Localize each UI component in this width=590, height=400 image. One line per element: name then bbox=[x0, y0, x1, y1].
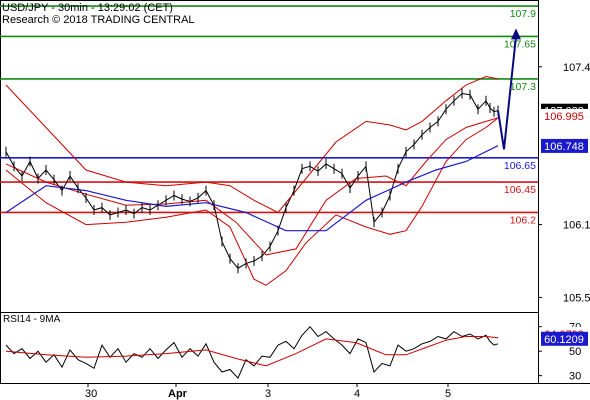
series-rsi bbox=[5, 325, 499, 379]
level-label-107.9: 107.9 bbox=[510, 8, 536, 20]
series-price bbox=[5, 92, 499, 269]
x-tick-label: 4 bbox=[354, 388, 360, 400]
x-tick-label: Apr bbox=[168, 388, 188, 400]
rsi-badge-bg bbox=[541, 331, 588, 346]
forecast-arrow-head bbox=[511, 28, 521, 40]
forecast-arrow-line bbox=[497, 36, 517, 150]
chart-title: USD/JPY - 30min - 13:29:02 (CET) bbox=[2, 2, 173, 14]
price-badge-red: 106.995 bbox=[544, 111, 584, 123]
x-tick-label: 5 bbox=[445, 388, 451, 400]
level-label-106.45: 106.45 bbox=[504, 184, 536, 196]
x-tick-label: 30 bbox=[85, 388, 97, 400]
rsi-title: RSI14 - 9MA bbox=[3, 314, 61, 325]
series-ma_slow bbox=[5, 145, 499, 232]
chart-copyright: Research © 2018 TRADING CENTRAL bbox=[2, 14, 195, 26]
x-tick-label: 3 bbox=[265, 388, 271, 400]
series-bollinger_upper bbox=[5, 75, 499, 214]
rsi-y-tick-label: 50 bbox=[569, 346, 581, 358]
y-tick-label: 106.1 bbox=[563, 220, 590, 232]
level-label-107.3: 107.3 bbox=[510, 81, 536, 93]
series-ma_fast bbox=[5, 117, 499, 256]
level-label-107.65: 107.65 bbox=[504, 38, 536, 50]
level-label-106.2: 106.2 bbox=[510, 214, 536, 226]
price-badge-bg bbox=[541, 108, 588, 123]
rsi-badge-blue: 60.1209 bbox=[544, 334, 584, 346]
y-tick-label: 107.4 bbox=[563, 62, 590, 74]
series-bollinger_lower bbox=[5, 117, 499, 286]
series-rsi_ma bbox=[5, 336, 499, 367]
price-panel-frame bbox=[0, 0, 539, 313]
rsi-y-tick-label: 30 bbox=[569, 371, 581, 383]
price-badge-bg bbox=[541, 138, 588, 153]
rsi-panel-frame bbox=[0, 312, 539, 384]
level-label-106.65: 106.65 bbox=[504, 160, 536, 172]
price-badge-blue: 106.748 bbox=[544, 141, 584, 153]
y-tick-label: 105.5 bbox=[563, 292, 590, 304]
